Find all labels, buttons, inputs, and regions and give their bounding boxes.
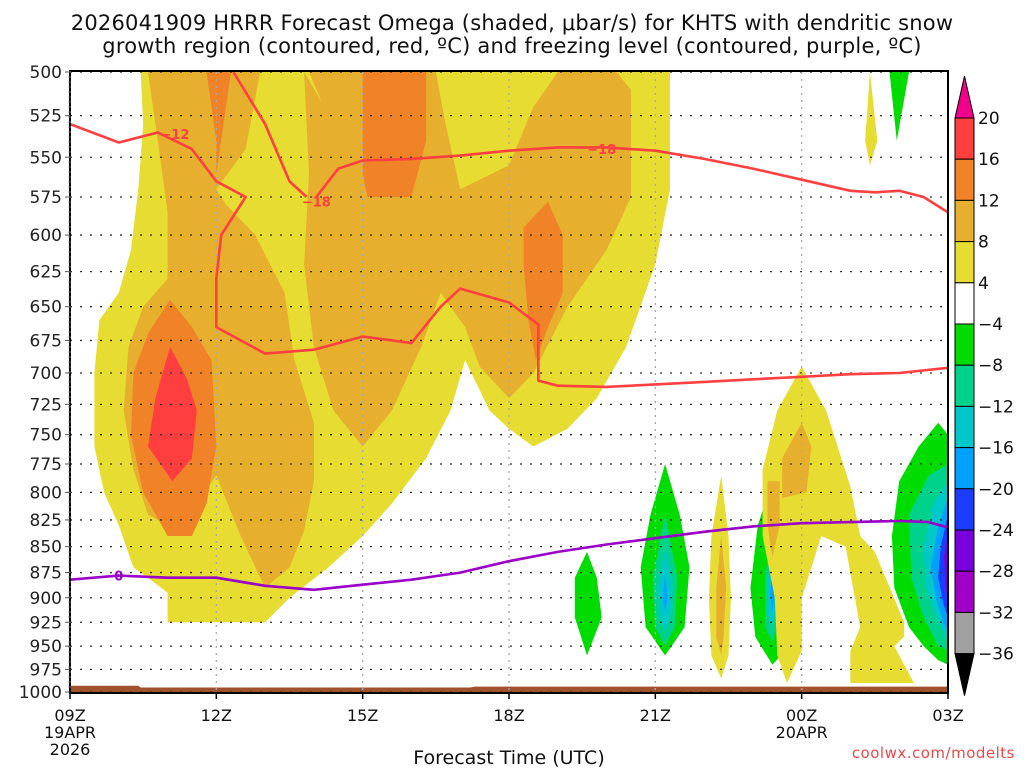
colorbar-swatch	[954, 611, 975, 655]
omega-region--16	[770, 567, 775, 613]
colorbar-swatch	[954, 323, 975, 366]
colorbar-tick-label: −8	[978, 356, 1003, 376]
y-tick-label: 725	[30, 395, 62, 415]
dendritic-growth-lower-contour	[70, 122, 948, 389]
x-tick-label: 03Z	[932, 706, 963, 725]
dendritic-growth-upper-contour	[232, 71, 308, 198]
omega-region-12	[206, 72, 231, 174]
colorbar-tick-label: 12	[978, 191, 1000, 211]
colorbar-tick-label: −16	[978, 439, 1014, 459]
x-tick-label: 12Z	[201, 706, 232, 725]
colorbar-tick-label: −12	[978, 397, 1014, 417]
colorbar-tick-label: −4	[978, 315, 1003, 335]
chart-title-line2: growth region (contoured, red, ºC) and f…	[102, 34, 922, 58]
colorbar-over-triangle	[954, 75, 975, 119]
colorbar-tick-label: −32	[978, 603, 1014, 623]
omega-region--16	[662, 572, 668, 613]
colorbar-swatch	[954, 158, 975, 201]
y-tick-label: 800	[30, 483, 62, 503]
colorbar-swatch	[954, 282, 975, 325]
colorbar-under-triangle	[954, 653, 975, 696]
omega-region--20	[938, 514, 948, 618]
x-tick-date: 20APR	[776, 723, 828, 742]
colorbar-tick-label: −20	[978, 480, 1014, 500]
x-tick-label: 15Z	[347, 706, 378, 725]
x-tick-label: 21Z	[640, 706, 671, 725]
y-tick-label: 525	[30, 107, 62, 127]
colorbar-tick-label: −24	[978, 521, 1014, 541]
y-tick-label: 575	[30, 188, 62, 208]
temperature-contours	[70, 71, 948, 592]
y-tick-label: 775	[30, 455, 62, 475]
y-tick-label: 500	[30, 63, 62, 83]
contour-label: 0	[114, 570, 123, 585]
dendritic-growth-upper-b-contour	[315, 146, 948, 214]
y-tick-label: 900	[30, 589, 62, 609]
omega-region--4	[889, 72, 909, 141]
omega-region--4	[574, 551, 602, 656]
x-tick-date: 19APR	[44, 723, 96, 742]
contour-label: −18	[587, 143, 616, 158]
colorbar-swatch	[954, 570, 975, 613]
y-tick-label: 825	[30, 511, 62, 531]
x-tick-label: 00Z	[786, 706, 817, 725]
chart-title-line1: 2026041909 HRRR Forecast Omega (shaded, …	[70, 11, 954, 35]
y-tick-label: 625	[30, 263, 62, 283]
y-tick-label: 675	[30, 331, 62, 351]
colorbar-tick-label: 16	[978, 150, 1000, 170]
y-tick-label: 850	[30, 538, 62, 558]
credit-text[interactable]: coolwx.com/modelts	[852, 744, 1015, 762]
y-tick-label: 925	[30, 613, 62, 633]
x-tick-year: 2026	[50, 740, 91, 759]
colorbar-swatch	[954, 405, 975, 449]
y-tick-label: 600	[30, 226, 62, 246]
omega-region-8	[782, 422, 812, 498]
x-axis-label: Forecast Time (UTC)	[413, 747, 604, 768]
colorbar-tick-label: 20	[978, 109, 1000, 129]
y-tick-label: 975	[30, 660, 62, 680]
colorbar-swatch	[954, 529, 975, 572]
freezing-level-contour	[70, 519, 948, 592]
colorbar-swatch	[954, 117, 975, 160]
colorbar-tick-label: 4	[978, 274, 989, 294]
colorbar-tick-label: −28	[978, 562, 1014, 582]
omega-region-16	[148, 347, 197, 482]
omega-region-8	[716, 536, 727, 656]
omega-region-8	[767, 481, 780, 558]
colorbar-tick-label: −36	[978, 645, 1014, 665]
omega-region-8	[304, 72, 441, 447]
contour-labels: −18 −18 −12 0	[114, 128, 616, 585]
colorbar-swatch	[954, 364, 975, 407]
y-tick-label: 700	[30, 364, 62, 384]
y-tick-label: 875	[30, 564, 62, 584]
colorbar-tick-label: 8	[978, 233, 989, 253]
x-tick-label: 09Z	[54, 706, 85, 725]
colorbar-swatch	[954, 199, 975, 243]
y-tick-label: 950	[30, 637, 62, 657]
omega-region-4	[865, 72, 878, 166]
omega-region-12	[362, 72, 427, 197]
contour-label: −18	[302, 196, 331, 211]
colorbar-swatch	[954, 447, 975, 490]
y-tick-label: 650	[30, 298, 62, 318]
colorbar-swatch	[954, 241, 975, 284]
y-tick-label: 750	[30, 426, 62, 446]
x-tick-label: 18Z	[493, 706, 524, 725]
y-axis: 500 525 550 575 600 625 650 675 700 725 750 775 800 8…	[19, 63, 71, 703]
y-tick-label: 1000	[19, 683, 62, 703]
y-tick-label: 550	[30, 148, 62, 168]
colorbar-swatch	[954, 488, 975, 531]
contour-label: −12	[160, 128, 189, 143]
colorbar: 20 16 12 8 4 −4 −8 −12 −16 −20 −24 −28 −32 −36	[954, 75, 1014, 696]
